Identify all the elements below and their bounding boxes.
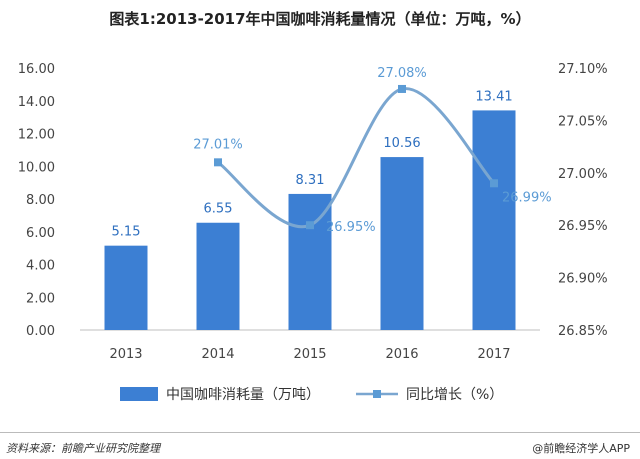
- growth-marker-2016: [398, 84, 406, 93]
- left-axis-tick-label: 0.00: [26, 324, 55, 339]
- x-axis-ticks: 2013 2014 2015 2016 2017: [109, 347, 510, 362]
- growth-marker-2014: [214, 158, 222, 167]
- chart-title: 图表1:2013-2017年中国咖啡消耗量情况（单位：万吨，%）: [109, 10, 531, 28]
- bar-series: [104, 110, 516, 330]
- bar-value-label: 6.55: [204, 202, 233, 217]
- legend-line-label: 同比增长（%）: [406, 387, 503, 403]
- right-axis-tick-label: 26.85%: [558, 324, 608, 339]
- left-axis-tick-label: 8.00: [26, 193, 55, 208]
- growth-marker-2017: [490, 179, 498, 188]
- legend-bar-swatch: [120, 387, 158, 401]
- growth-marker-2015: [306, 221, 314, 230]
- growth-value-label: 26.99%: [502, 190, 552, 205]
- bar-data-labels: 5.15 6.55 8.31 10.56 13.41: [112, 89, 513, 239]
- chart: 0.00 2.00 4.00 6.00 8.00 10.00 12.00 14.00 16.00…: [18, 62, 608, 403]
- bar-2016: [380, 157, 424, 330]
- legend-bar-label: 中国咖啡消耗量（万吨）: [166, 387, 320, 403]
- x-axis-tick-label: 2014: [201, 347, 234, 362]
- right-axis-tick-label: 27.05%: [558, 114, 608, 129]
- bar-value-label: 10.56: [383, 136, 420, 151]
- left-axis-tick-label: 10.00: [18, 160, 55, 175]
- legend: 中国咖啡消耗量（万吨） 同比增长（%）: [120, 387, 503, 403]
- right-axis-tick-label: 27.00%: [558, 167, 608, 182]
- bar-value-label: 8.31: [296, 173, 325, 188]
- left-axis-tick-label: 6.00: [26, 226, 55, 241]
- bar-2014: [196, 222, 240, 330]
- right-axis-tick-label: 26.90%: [558, 272, 608, 287]
- bar-2015: [288, 193, 332, 330]
- growth-markers: [214, 84, 498, 230]
- left-axis-tick-label: 12.00: [18, 128, 55, 143]
- left-axis-tick-label: 14.00: [18, 95, 55, 110]
- brand-credit: @前瞻经济学人APP: [532, 442, 630, 455]
- bar-2013: [104, 245, 148, 330]
- bar-value-label: 13.41: [475, 89, 512, 104]
- right-axis-tick-label: 27.10%: [558, 62, 608, 77]
- bar-value-label: 5.15: [112, 225, 141, 240]
- footer: 资料来源：前瞻产业研究院整理 @前瞻经济学人APP: [0, 432, 640, 459]
- line-data-labels: 27.01% 26.95% 27.08% 26.99%: [193, 66, 551, 235]
- x-axis-tick-label: 2015: [293, 347, 326, 362]
- left-axis-ticks: 0.00 2.00 4.00 6.00 8.00 10.00 12.00 14.00 16.00: [18, 62, 55, 339]
- right-axis-tick-label: 26.95%: [558, 219, 608, 234]
- legend-line-marker: [373, 390, 381, 398]
- growth-value-label: 27.08%: [377, 66, 427, 81]
- right-axis-ticks: 26.85% 26.90% 26.95% 27.00% 27.05% 27.10%: [558, 62, 608, 339]
- x-axis-tick-label: 2013: [109, 347, 142, 362]
- x-axis-tick-label: 2017: [477, 347, 510, 362]
- growth-value-label: 27.01%: [193, 137, 243, 152]
- left-axis-tick-label: 2.00: [26, 291, 55, 306]
- source-note: 资料来源：前瞻产业研究院整理: [6, 442, 160, 455]
- left-axis-tick-label: 16.00: [18, 62, 55, 77]
- growth-value-label: 26.95%: [326, 220, 376, 235]
- x-axis-tick-label: 2016: [385, 347, 418, 362]
- growth-line: [217, 87, 496, 229]
- bar-2017: [472, 110, 516, 330]
- left-axis-tick-label: 4.00: [26, 259, 55, 274]
